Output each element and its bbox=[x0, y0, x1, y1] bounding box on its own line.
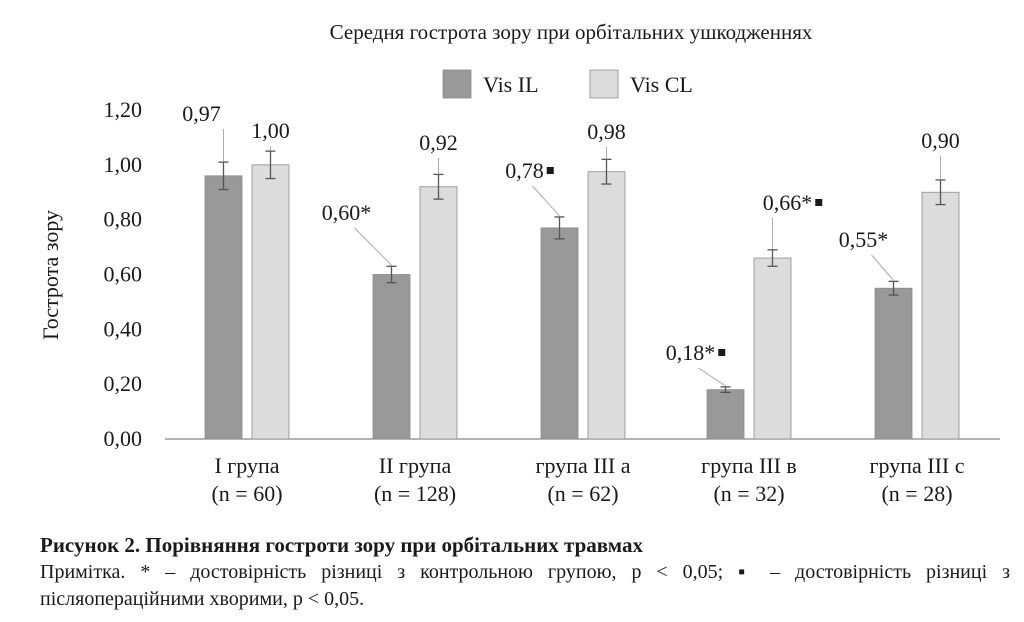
x-tick-label: група III a bbox=[535, 453, 630, 478]
data-label: 0,78 bbox=[505, 158, 544, 183]
caption-note: Примітка. * – достовірність різниці з ко… bbox=[40, 561, 1010, 610]
x-tick-sublabel: (n = 62) bbox=[547, 481, 618, 506]
x-tick-sublabel: (n = 128) bbox=[374, 481, 456, 506]
bar bbox=[540, 227, 579, 440]
legend-label-1: Vis IL bbox=[483, 72, 539, 97]
y-tick-label: 1,00 bbox=[104, 152, 143, 177]
bar bbox=[753, 257, 792, 440]
y-tick-label: 0,20 bbox=[104, 371, 143, 396]
y-tick-label: 0,60 bbox=[104, 262, 143, 287]
leader-line bbox=[871, 254, 894, 281]
y-tick-label: 0,80 bbox=[104, 207, 143, 232]
data-label: 0,92 bbox=[419, 130, 458, 155]
y-tick-label: 0,40 bbox=[104, 316, 143, 341]
data-label: 0,18* bbox=[666, 340, 716, 365]
bar bbox=[419, 186, 458, 440]
leader-line bbox=[698, 367, 726, 387]
significance-marker bbox=[815, 199, 823, 206]
data-label: 1,00 bbox=[251, 118, 290, 143]
significance-marker bbox=[546, 167, 554, 174]
bar bbox=[372, 274, 411, 440]
x-tick-sublabel: (n = 60) bbox=[211, 481, 282, 506]
bar bbox=[874, 287, 913, 440]
chart-title: Середня гострота зору при орбітальних уш… bbox=[330, 20, 813, 44]
y-tick-label: 0,00 bbox=[104, 426, 143, 451]
bar bbox=[706, 389, 745, 440]
data-label: 0,97 bbox=[182, 101, 221, 126]
data-label: 0,55* bbox=[839, 227, 889, 252]
bar bbox=[204, 175, 243, 440]
x-tick-sublabel: (n = 32) bbox=[713, 481, 784, 506]
bar bbox=[587, 171, 626, 440]
bar-chart: Середня гострота зору при орбітальних уш… bbox=[38, 20, 1000, 506]
leader-line bbox=[354, 227, 392, 266]
leader-line bbox=[532, 185, 560, 217]
data-label: 0,98 bbox=[587, 119, 626, 144]
data-label: 0,60* bbox=[322, 200, 372, 225]
legend-label-2: Vis CL bbox=[630, 72, 693, 97]
data-label: 0,66* bbox=[763, 190, 813, 215]
data-label: 0,90 bbox=[921, 128, 960, 153]
x-tick-label: I група bbox=[214, 453, 279, 478]
bar bbox=[251, 164, 290, 440]
x-tick-label: II група bbox=[379, 453, 452, 478]
x-tick-label: група III c bbox=[869, 453, 964, 478]
significance-marker bbox=[718, 349, 726, 356]
figure-caption: Рисунок 2. Порівняння гостроти зору при … bbox=[40, 531, 1010, 613]
caption-title: Рисунок 2. Порівняння гостроти зору при … bbox=[40, 533, 643, 557]
y-axis-label: Гострота зору bbox=[38, 210, 63, 340]
x-tick-label: група III в bbox=[701, 453, 797, 478]
legend-swatch-2 bbox=[589, 69, 619, 99]
y-tick-label: 1,20 bbox=[104, 97, 143, 122]
legend-swatch-1 bbox=[442, 69, 472, 99]
x-tick-sublabel: (n = 28) bbox=[881, 481, 952, 506]
bar bbox=[921, 191, 960, 440]
